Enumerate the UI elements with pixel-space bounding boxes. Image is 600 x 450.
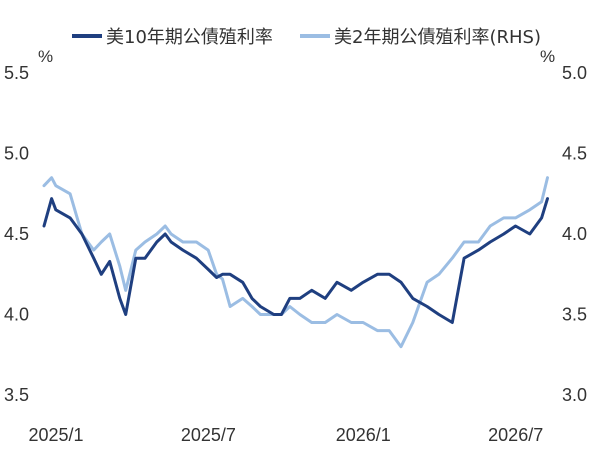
left-tick-label: 4.0 — [4, 305, 29, 325]
left-tick-label: 3.5 — [4, 385, 29, 405]
right-tick-label: 3.5 — [562, 305, 587, 325]
left-axis-ticks: 5.5 5.0 4.5 4.0 3.5 — [4, 63, 29, 405]
right-tick-label: 5.0 — [562, 63, 587, 83]
legend: 美10年期公債殖利率 美2年期公債殖利率(RHS) — [72, 26, 541, 48]
x-tick-label: 2026/7 — [488, 425, 543, 445]
left-tick-label: 5.5 — [4, 63, 29, 83]
series-layer — [42, 176, 549, 349]
left-tick-label: 4.5 — [4, 224, 29, 244]
x-axis-ticks: 2025/1 2025/7 2026/1 2026/7 — [28, 425, 543, 445]
left-tick-label: 5.0 — [4, 144, 29, 164]
series-line-10y — [42, 197, 549, 324]
right-axis-unit: % — [540, 47, 555, 66]
series-line-2y — [42, 176, 549, 349]
x-tick-label: 2025/7 — [181, 425, 236, 445]
x-tick-label: 2025/1 — [28, 425, 83, 445]
left-axis-unit: % — [38, 47, 53, 66]
right-tick-label: 3.0 — [562, 385, 587, 405]
right-tick-label: 4.0 — [562, 224, 587, 244]
legend-label-10y: 美10年期公債殖利率 — [106, 26, 273, 48]
legend-label-2y: 美2年期公債殖利率(RHS) — [334, 26, 541, 48]
right-axis-ticks: 5.0 4.5 4.0 3.5 3.0 — [562, 63, 587, 405]
x-tick-label: 2026/1 — [336, 425, 391, 445]
right-tick-label: 4.5 — [562, 144, 587, 164]
